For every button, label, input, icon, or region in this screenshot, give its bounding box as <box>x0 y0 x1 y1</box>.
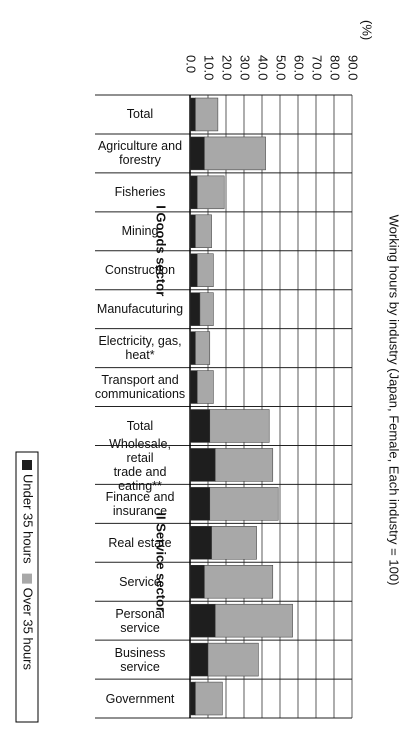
bar <box>195 681 223 716</box>
x-tick-label: 10.0 <box>202 55 217 80</box>
category-label: Total <box>126 418 154 433</box>
bar <box>211 526 257 560</box>
legend-swatch <box>22 460 32 470</box>
category-label: Electricity, gas, heat* <box>98 334 182 363</box>
x-tick-label: 50.0 <box>274 55 289 80</box>
bar <box>207 642 259 677</box>
bar <box>189 214 196 248</box>
bar <box>189 409 211 443</box>
category-label: Construction <box>104 263 176 278</box>
x-tick-label: 20.0 <box>220 55 235 80</box>
bar <box>196 175 225 210</box>
x-tick-label: 30.0 <box>238 55 253 80</box>
bar <box>189 487 211 521</box>
category-label: Manufacuturing <box>96 302 184 317</box>
legend-swatch <box>22 573 32 584</box>
category-label: Finance and insurance <box>105 489 175 518</box>
bar <box>189 175 198 210</box>
x-tick-label: 80.0 <box>328 55 343 80</box>
x-tick-label: 70.0 <box>310 55 325 80</box>
bar <box>189 370 198 404</box>
legend-label: Under 35 hours <box>21 474 36 564</box>
legend-label: Over 35 hours <box>21 588 36 671</box>
bar <box>189 253 198 287</box>
bar <box>199 292 214 326</box>
chart-title: Working hours by industry (Japan, Female… <box>387 215 402 586</box>
bar <box>189 448 216 482</box>
bar <box>214 603 293 638</box>
bar <box>204 136 266 171</box>
bar <box>214 448 274 482</box>
x-tick-label: 60.0 <box>292 55 307 80</box>
category-label: Mining <box>121 224 159 239</box>
category-label: Wholesale, retail trade and eating** <box>109 436 171 493</box>
x-tick-label: 40.0 <box>256 55 271 80</box>
bar <box>189 292 201 326</box>
unit-label: (%) <box>360 20 375 40</box>
category-label: Personal service <box>115 606 165 635</box>
bar <box>195 97 219 132</box>
bar <box>204 565 274 599</box>
x-tick-label: 90.0 <box>346 55 361 80</box>
bar <box>189 136 205 171</box>
bar <box>189 681 196 716</box>
category-label: Agriculture and forestry <box>97 139 183 168</box>
bar <box>189 331 196 365</box>
category-label: Transport and communications <box>94 373 186 402</box>
category-label: Government <box>105 691 175 706</box>
bar <box>189 603 216 638</box>
bar <box>196 370 214 404</box>
bar <box>189 565 205 599</box>
bar <box>189 642 209 677</box>
category-label: Real estate <box>108 535 172 550</box>
x-tick-label: 0.0 <box>184 55 199 73</box>
category-label: Total <box>126 107 154 122</box>
legend-box <box>15 451 39 723</box>
group-label: II Service sector <box>154 512 169 612</box>
bar <box>189 526 212 560</box>
category-label: Business service <box>114 645 166 674</box>
bar <box>209 487 279 521</box>
bar <box>195 331 211 365</box>
bar <box>195 214 212 248</box>
category-label: Service <box>119 574 161 589</box>
bar <box>189 97 196 132</box>
bar <box>196 253 214 287</box>
group-label: I Goods sector <box>154 205 169 296</box>
category-label: Fisheries <box>114 185 166 200</box>
bar <box>209 409 270 443</box>
